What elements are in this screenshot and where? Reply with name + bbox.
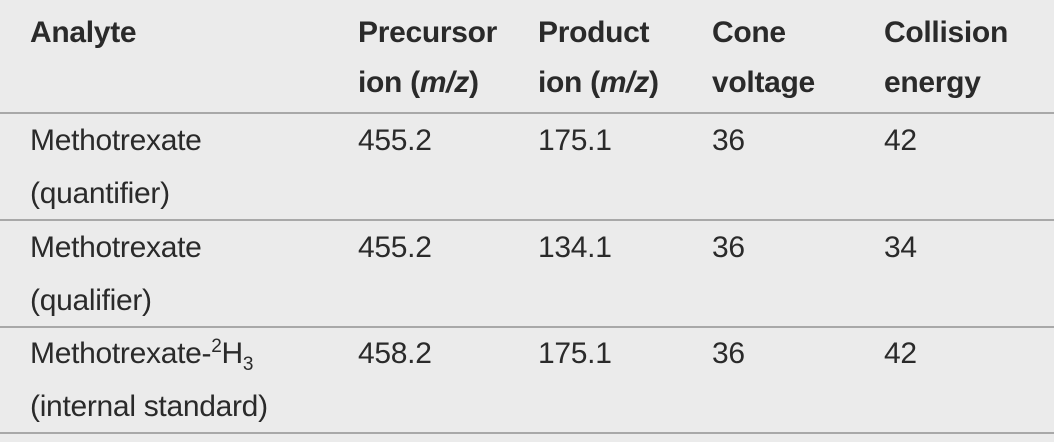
cell-line: Cone (712, 8, 815, 58)
cell-line: Product (538, 8, 659, 58)
cone-cell: 36 (712, 337, 745, 370)
cone-cell: 36 (712, 231, 745, 264)
product-cell: 175.1 (538, 337, 612, 370)
product-cell: 175.1 (538, 124, 612, 157)
analyte-cell: Methotrexate-2H3 (internal standard) (30, 327, 268, 433)
cone-cell: 36 (712, 124, 745, 157)
collision-cell: 34 (884, 231, 917, 264)
cell-line: Collision (884, 8, 1008, 58)
analyte-cell: Methotrexate (qualifier) (30, 221, 202, 327)
cell-line: Methotrexate (30, 221, 202, 274)
text-run: Precursor (358, 16, 498, 49)
text-run: ) (648, 66, 659, 99)
text-run: ion ( (538, 66, 600, 99)
text-run: energy (884, 66, 981, 99)
cell-line: energy (884, 58, 1008, 108)
collision-cell: 42 (884, 124, 917, 157)
text-run: Cone (712, 16, 786, 49)
cell-line: Methotrexate (30, 114, 202, 167)
text-run: m/z (599, 66, 649, 99)
header-cell: Precursor ion (m/z) (358, 8, 497, 108)
header-cell: Cone voltage (712, 8, 815, 108)
text-run: m/z (419, 66, 469, 99)
product-cell: 134.1 (538, 231, 612, 264)
precursor-cell: 455.2 (358, 231, 432, 264)
header-cell: Product ion (m/z) (538, 8, 659, 108)
text-run: 2 (211, 336, 222, 357)
text-run: 3 (242, 354, 254, 375)
precursor-cell: 455.2 (358, 124, 432, 157)
row-divider (0, 219, 1054, 221)
header-cell: Collision energy (884, 8, 1008, 108)
row-divider (0, 432, 1054, 434)
text-run: Analyte (30, 16, 137, 49)
cell-line: (qualifier) (30, 274, 202, 327)
text-run: Product (538, 16, 650, 49)
text-run: Collision (884, 16, 1008, 49)
text-run: Methotrexate (30, 231, 202, 264)
text-run: (quantifier) (30, 177, 170, 210)
text-run: H (221, 337, 243, 370)
header-cell: Analyte (30, 8, 137, 58)
cell-line: (quantifier) (30, 167, 202, 220)
cell-line: ion (m/z) (538, 58, 659, 108)
analyte-cell: Methotrexate (quantifier) (30, 114, 202, 220)
text-run: voltage (712, 66, 815, 99)
text-run: Methotrexate- (30, 337, 212, 370)
text-run: Methotrexate (30, 124, 202, 157)
precursor-cell: 458.2 (358, 337, 432, 370)
text-run: (qualifier) (30, 284, 152, 317)
cell-line: ion (m/z) (358, 58, 497, 108)
text-run: ion ( (358, 66, 420, 99)
cell-line: voltage (712, 58, 815, 108)
cell-line: (internal standard) (30, 380, 268, 433)
cell-line: Analyte (30, 8, 137, 58)
collision-cell: 42 (884, 337, 917, 370)
row-divider (0, 326, 1054, 328)
row-divider (0, 112, 1054, 114)
cell-line: Methotrexate-2H3 (30, 327, 268, 380)
text-run: (internal standard) (30, 390, 268, 423)
cell-line: Precursor (358, 8, 497, 58)
text-run: ) (468, 66, 479, 99)
